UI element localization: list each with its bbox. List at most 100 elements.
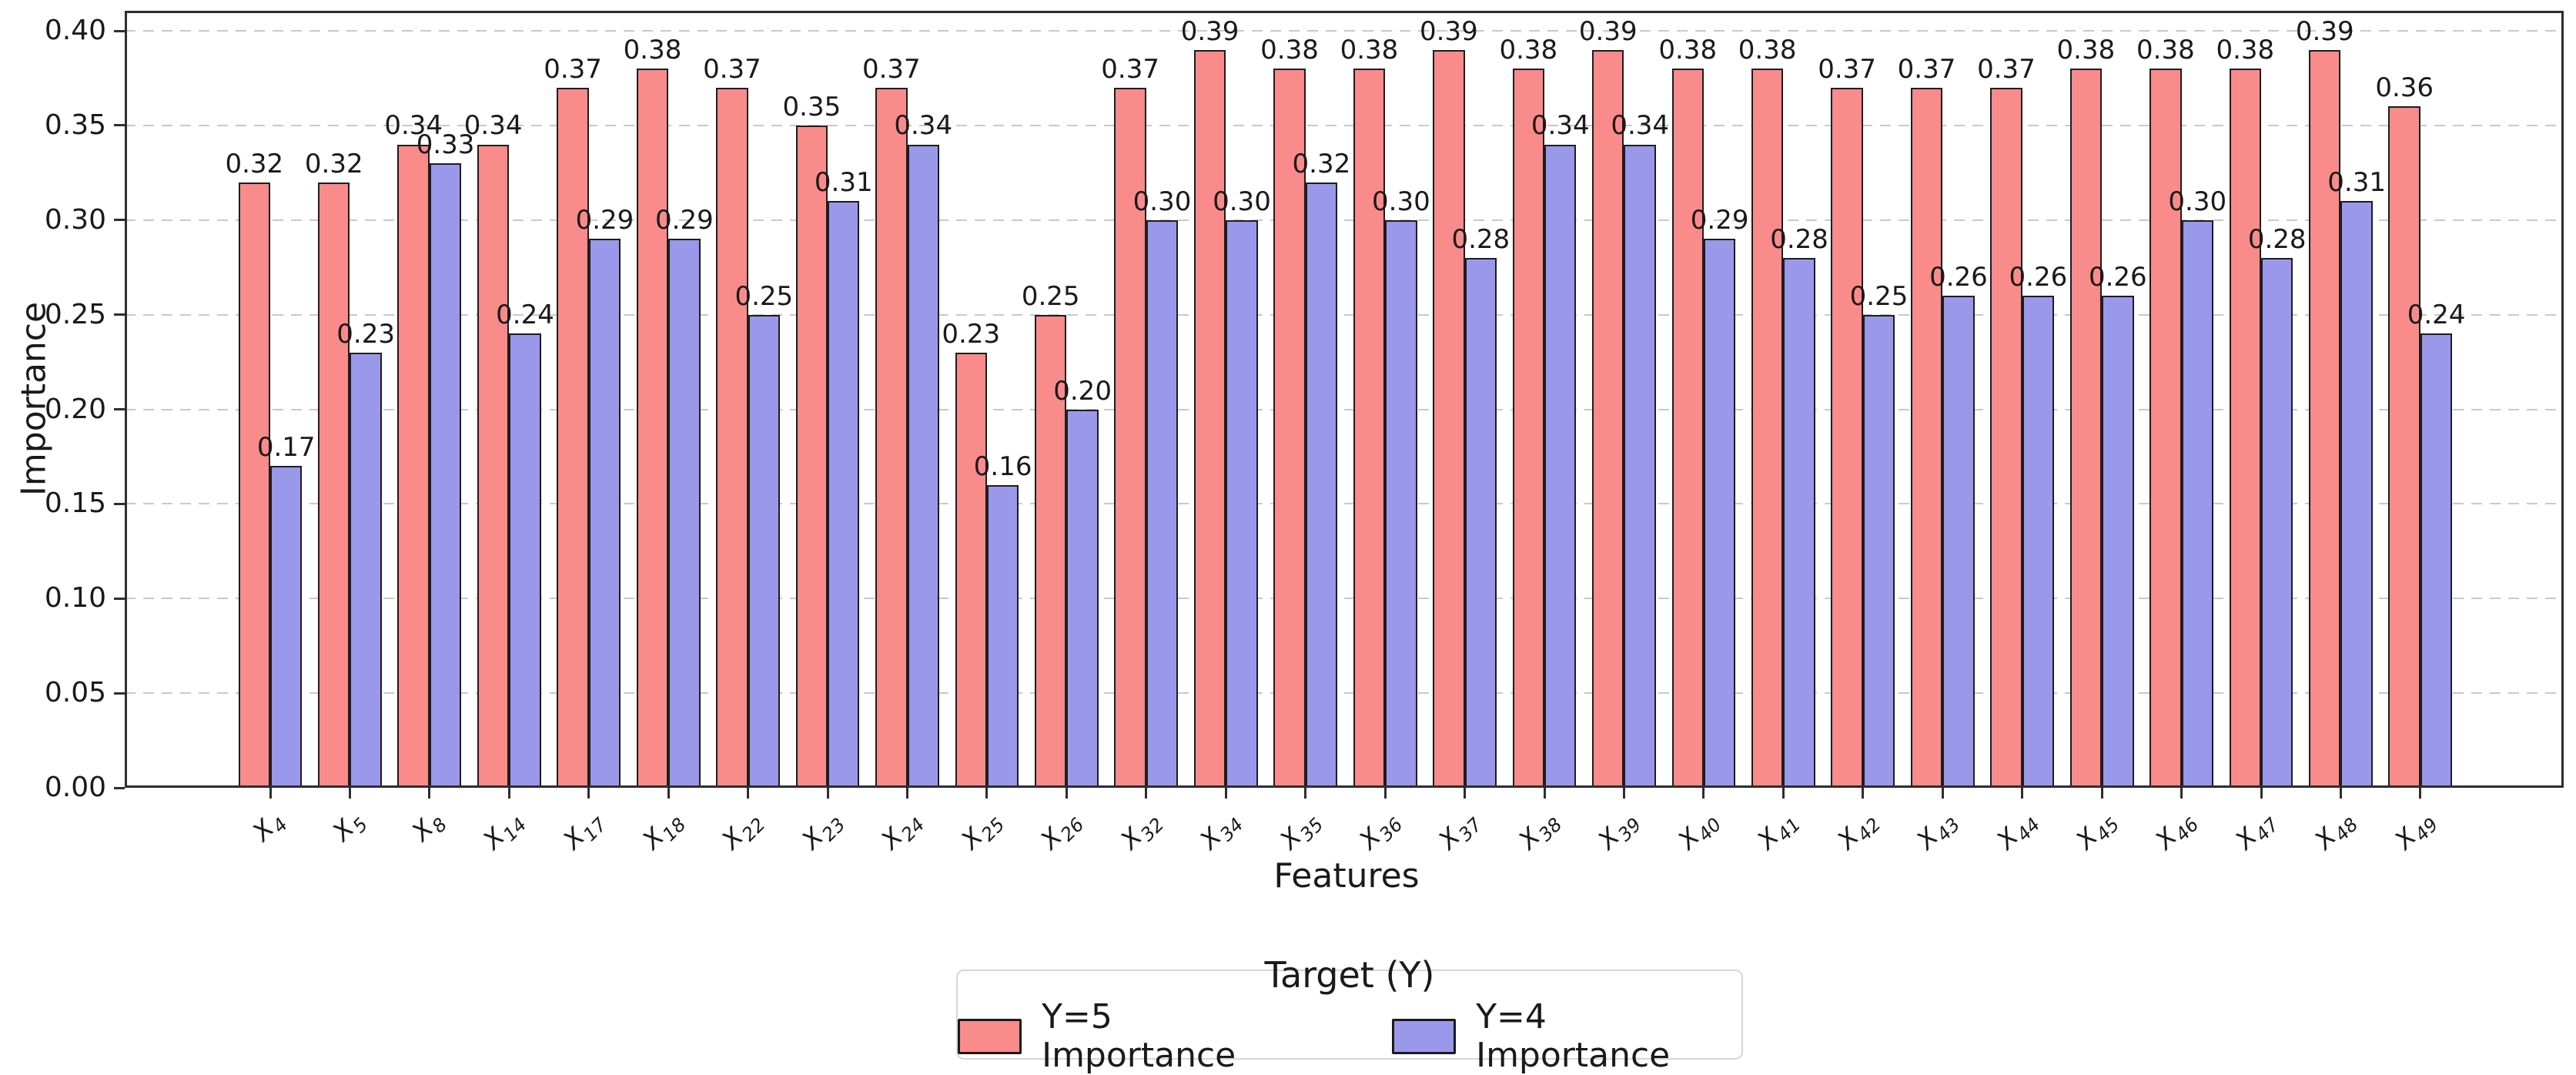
bar-X36-y5 (1353, 69, 1386, 788)
gridline-0.15 (125, 503, 2564, 505)
bar-value-label-X48-y4: 0.31 (2327, 167, 2386, 199)
x-tick-label-X39: X39 (1591, 813, 1646, 856)
legend-item-y4: Y=4 Importance (1392, 996, 1741, 1075)
bar-X35-y5 (1273, 69, 1306, 788)
x-tick-label-X24: X24 (875, 813, 929, 856)
x-tick-label-X5: X5 (326, 813, 372, 847)
y-tick-label: 0.10 (44, 582, 106, 615)
bar-X46-y5 (2149, 69, 2182, 788)
x-tick-label-X40: X40 (1671, 813, 1726, 856)
bar-X34-y5 (1193, 49, 1226, 788)
x-tick-label-X22: X22 (715, 813, 770, 856)
gridline-0.25 (125, 313, 2564, 316)
bar-value-label-X26-y5: 0.25 (1021, 280, 1080, 312)
bar-value-label-X43-y4: 0.26 (1929, 262, 1988, 293)
bar-value-label-X48-y5: 0.39 (2295, 15, 2354, 47)
bar-X24-y5 (875, 87, 908, 788)
bar-value-label-X45-y4: 0.26 (2088, 262, 2147, 293)
bar-X23-y4 (828, 201, 860, 788)
x-tick-mark (1304, 788, 1307, 799)
bar-X43-y5 (1910, 87, 1943, 788)
x-tick-label-X37: X37 (1432, 813, 1487, 856)
x-tick-mark (1464, 788, 1467, 799)
bar-value-label-X36-y5: 0.38 (1340, 35, 1399, 66)
x-tick-mark (428, 788, 431, 799)
x-tick-mark (985, 788, 989, 799)
bar-value-label-X25-y4: 0.16 (973, 450, 1032, 482)
bar-X49-y4 (2420, 333, 2453, 788)
legend-label-y4: Y=4 Importance (1476, 996, 1671, 1075)
bar-value-label-X36-y4: 0.30 (1372, 186, 1430, 217)
bar-X39-y5 (1592, 49, 1624, 788)
y-tick-label: 0.05 (44, 677, 106, 709)
bar-value-label-X42-y5: 0.37 (1818, 53, 1876, 85)
bar-X14-y4 (509, 333, 541, 788)
x-tick-label-X25: X25 (955, 813, 1009, 856)
y-tick-mark (114, 597, 125, 600)
bar-value-label-X39-y5: 0.39 (1578, 15, 1638, 47)
bar-value-label-X14-y4: 0.24 (496, 300, 554, 331)
y-tick-mark (114, 692, 125, 695)
x-tick-label-X46: X46 (2149, 813, 2203, 856)
bar-X8-y5 (397, 144, 430, 788)
bar-value-label-X25-y5: 0.23 (942, 318, 1001, 350)
x-tick-mark (269, 788, 272, 799)
bar-value-label-X38-y5: 0.38 (1499, 35, 1558, 66)
x-tick-label-X47: X47 (2229, 813, 2283, 856)
x-tick-mark (587, 788, 590, 799)
bar-value-label-X38-y4: 0.34 (1531, 110, 1590, 142)
bar-X42-y5 (1831, 87, 1863, 788)
y-tick-label: 0.25 (44, 298, 106, 330)
x-tick-mark (1065, 788, 1068, 799)
gridline-0.10 (125, 598, 2564, 600)
bar-value-label-X32-y5: 0.37 (1101, 53, 1159, 85)
y-tick-mark (114, 786, 125, 789)
x-tick-label-X17: X17 (557, 813, 611, 856)
x-tick-label-X38: X38 (1512, 813, 1567, 856)
bar-X37-y4 (1464, 257, 1497, 788)
y-tick-mark (114, 29, 125, 32)
bar-value-label-X18-y4: 0.29 (655, 205, 714, 236)
bar-value-label-X8-y5: 0.34 (384, 110, 443, 142)
plot-area: 0.32 0.17 0.32 0.23 0.34 0.33 0.34 0.24 0.37 0.29… (125, 11, 2564, 788)
x-tick-label-X32: X32 (1114, 813, 1168, 856)
bar-value-label-X4-y4: 0.17 (256, 432, 316, 464)
x-tick-mark (2100, 788, 2103, 799)
bar-X5-y4 (350, 352, 382, 788)
x-tick-mark (1543, 788, 1546, 799)
x-tick-label-X23: X23 (795, 813, 850, 856)
bar-X8-y4 (429, 163, 462, 788)
y-tick-label: 0.00 (44, 772, 106, 803)
bar-X46-y4 (2181, 219, 2213, 788)
x-tick-mark (348, 788, 351, 799)
y-tick-mark (114, 313, 125, 316)
bar-value-label-X37-y5: 0.39 (1420, 15, 1478, 47)
bar-value-label-X47-y5: 0.38 (2216, 35, 2275, 66)
bar-X4-y4 (270, 466, 303, 788)
bar-value-label-X49-y4: 0.24 (2407, 300, 2466, 331)
bar-X26-y4 (1066, 409, 1099, 788)
gridline-0.30 (125, 219, 2564, 221)
bar-value-label-X44-y5: 0.37 (1977, 53, 2036, 85)
bar-value-label-X26-y4: 0.20 (1053, 375, 1112, 407)
bar-value-label-X45-y5: 0.38 (2056, 35, 2116, 66)
x-tick-label-X43: X43 (1910, 813, 1965, 856)
bar-value-label-X34-y4: 0.30 (1213, 186, 1271, 217)
bar-value-label-X35-y5: 0.38 (1260, 35, 1319, 66)
x-tick-label-X26: X26 (1034, 813, 1089, 856)
y5-swatch-icon (958, 1018, 1022, 1054)
y-tick-label: 0.15 (44, 487, 106, 520)
x-tick-label-X42: X42 (1831, 813, 1885, 856)
x-tick-mark (1383, 788, 1387, 799)
bar-X22-y4 (748, 314, 781, 788)
bar-X40-y4 (1703, 239, 1736, 788)
x-tick-mark (2021, 788, 2024, 799)
y-tick-mark (114, 408, 125, 411)
y-tick-label: 0.20 (44, 393, 106, 425)
legend-title: Target (Y) (1264, 953, 1435, 996)
bar-value-label-X43-y5: 0.37 (1897, 53, 1956, 85)
gridline-0.05 (125, 692, 2564, 695)
bar-X40-y5 (1671, 69, 1704, 788)
x-tick-mark (507, 788, 510, 799)
